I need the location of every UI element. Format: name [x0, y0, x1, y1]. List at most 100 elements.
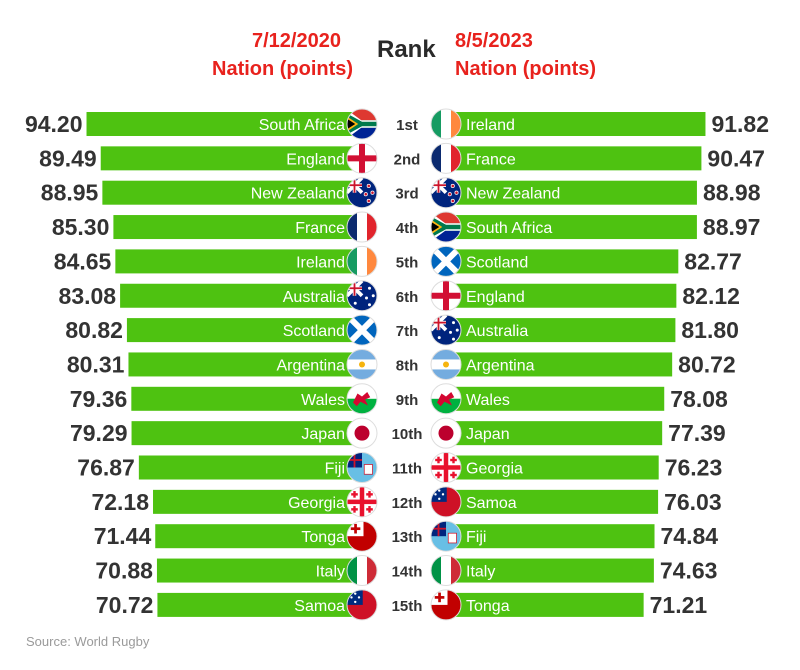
samoa-flag-icon	[346, 589, 378, 621]
right-value-label: 80.72	[678, 351, 736, 377]
left-value-label: 72.18	[91, 489, 149, 515]
right-value-label: 76.03	[664, 489, 722, 515]
right-bar	[446, 421, 663, 446]
right-bar	[446, 318, 676, 343]
tonga-flag-icon	[430, 589, 462, 621]
fiji-flag-icon	[346, 452, 378, 483]
left-bar	[138, 455, 358, 480]
left-value-label: 85.30	[52, 214, 110, 240]
left-value-label: 71.44	[94, 523, 152, 549]
right-bar	[446, 112, 706, 136]
right-value-label: 88.98	[703, 180, 761, 206]
left-value-label: 94.20	[25, 111, 83, 137]
rank-label: 4th	[396, 220, 419, 237]
left-nation-label: Tonga	[301, 529, 345, 546]
right-nation-label: Ireland	[466, 117, 515, 134]
left-bar	[126, 318, 358, 343]
left-nation-label: Italy	[316, 564, 345, 581]
left-nation-label: South Africa	[259, 117, 345, 134]
left-bar	[102, 180, 358, 205]
new-zealand-flag-icon	[430, 177, 462, 209]
left-nation-label: England	[286, 151, 345, 168]
right-value-label: 74.63	[660, 558, 718, 584]
right-nation-label: Fiji	[466, 529, 486, 546]
fiji-flag-icon	[430, 520, 462, 552]
wales-flag-icon	[430, 383, 462, 415]
left-value-label: 79.36	[70, 386, 128, 412]
rank-label: 7th	[396, 323, 419, 340]
england-flag-icon	[430, 280, 462, 312]
left-nation-label: Samoa	[294, 598, 345, 615]
left-subheader: Nation (points)	[212, 58, 354, 80]
right-nation-label: Scotland	[466, 254, 528, 271]
australia-flag-icon	[346, 280, 378, 312]
left-bar	[157, 592, 358, 617]
new-zealand-flag-icon	[346, 177, 378, 209]
right-nation-label: England	[466, 289, 525, 306]
right-date-header: 8/5/2023	[455, 30, 533, 52]
left-nation-label: Wales	[301, 392, 345, 409]
rank-label: 15th	[392, 598, 423, 615]
right-nation-label: Georgia	[466, 461, 523, 478]
left-nation-label: Fiji	[325, 461, 345, 478]
right-bar	[446, 180, 697, 205]
rank-label: 9th	[396, 392, 419, 409]
georgia-flag-icon	[430, 452, 462, 483]
right-value-label: 82.77	[684, 248, 742, 274]
right-value-label: 91.82	[711, 111, 769, 137]
left-value-label: 89.49	[39, 145, 97, 171]
ireland-flag-icon	[346, 245, 378, 277]
left-bar	[128, 352, 358, 377]
right-nation-label: Japan	[466, 426, 510, 443]
samoa-flag-icon	[430, 486, 462, 518]
right-nation-label: Italy	[466, 564, 495, 581]
japan-flag-icon	[346, 417, 378, 449]
wales-flag-icon	[346, 383, 378, 415]
left-value-label: 79.29	[70, 420, 128, 446]
rank-label: 11th	[392, 461, 422, 478]
italy-flag-icon	[346, 555, 378, 587]
right-value-label: 77.39	[668, 420, 726, 446]
left-value-label: 80.82	[65, 317, 123, 343]
rank-label: 13th	[392, 529, 423, 546]
france-flag-icon	[346, 211, 378, 243]
left-value-label: 80.31	[67, 351, 125, 377]
right-value-label: 74.84	[661, 523, 719, 549]
left-value-label: 88.95	[41, 180, 99, 206]
rank-label: 8th	[396, 357, 419, 374]
left-bar	[86, 112, 359, 136]
left-date-header: 7/12/2020	[252, 30, 341, 52]
rank-label: 5th	[396, 254, 419, 271]
left-value-label: 70.72	[96, 592, 154, 618]
south-africa-flag-icon	[430, 211, 462, 243]
left-bar	[155, 524, 358, 549]
left-nation-label: Scotland	[283, 323, 345, 340]
japan-flag-icon	[430, 417, 462, 449]
left-bar	[120, 283, 359, 308]
right-bar	[446, 249, 679, 274]
scotland-flag-icon	[430, 245, 462, 277]
rank-label: 6th	[396, 289, 419, 306]
georgia-flag-icon	[346, 486, 378, 518]
italy-flag-icon	[430, 555, 462, 587]
left-bar	[113, 215, 358, 240]
right-bar	[446, 592, 644, 617]
right-bar	[446, 386, 665, 411]
left-nation-label: Australia	[283, 289, 345, 306]
australia-flag-icon	[430, 314, 462, 346]
right-bar	[446, 489, 659, 514]
argentina-flag-icon	[430, 348, 462, 380]
right-nation-label: Argentina	[466, 357, 535, 374]
right-nation-label: Tonga	[466, 598, 510, 615]
left-value-label: 76.87	[77, 455, 135, 481]
right-bar	[446, 146, 702, 171]
right-bar	[446, 524, 655, 549]
scotland-flag-icon	[346, 314, 378, 346]
france-flag-icon	[430, 142, 462, 174]
right-value-label: 76.23	[665, 455, 723, 481]
left-bar	[100, 146, 358, 171]
left-bar	[131, 421, 358, 446]
england-flag-icon	[346, 142, 378, 174]
left-nation-label: Ireland	[296, 254, 345, 271]
